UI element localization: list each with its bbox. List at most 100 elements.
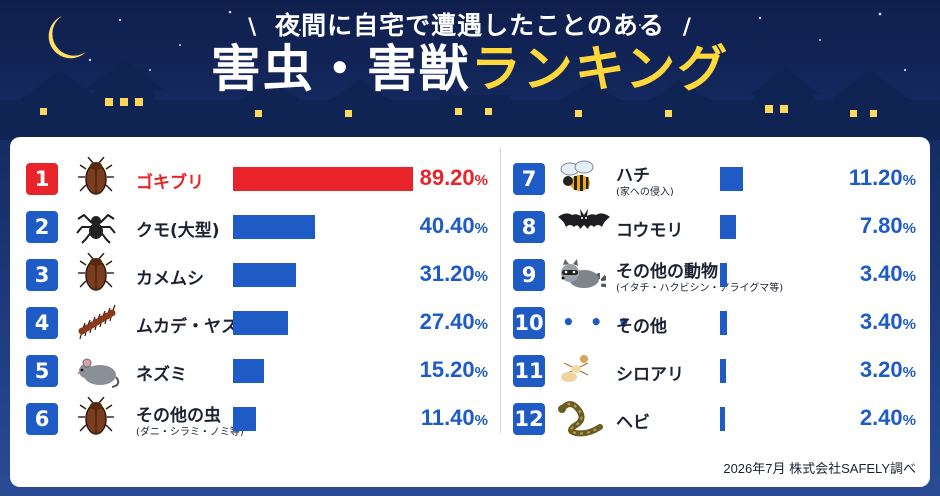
ranking-percent: 89.20% [398, 165, 488, 191]
ranking-bar [233, 407, 256, 431]
mouse-icon [76, 349, 122, 393]
percent-value: 7.80 [859, 213, 903, 238]
spider-icon [76, 205, 116, 249]
percent-value: 11.20 [848, 165, 903, 190]
percent-unit: % [474, 412, 488, 429]
ranking-sublabel: (ダニ・シラミ・ノミ等) [136, 427, 244, 438]
ranking-bar [720, 311, 727, 335]
ranking-bar [720, 215, 736, 239]
ranking-bar [720, 407, 725, 431]
ranking-percent: 11.40% [398, 405, 488, 431]
rank-badge: 6 [26, 403, 58, 435]
ranking-percent: 40.40% [398, 213, 488, 239]
rank-badge: 7 [513, 163, 545, 195]
percent-value: 89.20 [419, 165, 475, 190]
ranking-label: その他 [616, 317, 667, 337]
percent-value: 27.40 [419, 309, 475, 334]
rank-badge: 1 [26, 163, 58, 195]
subtitle: \ 夜間に自宅で遭遇したことのある / [0, 6, 940, 42]
bug-icon [76, 396, 116, 441]
ranking-bar [720, 167, 743, 191]
rank-badge: 11 [513, 355, 545, 387]
ranking-percent: 11.20% [826, 165, 916, 191]
percent-value: 31.20 [419, 261, 475, 286]
ranking-bar [233, 311, 289, 335]
rank-badge: 9 [513, 259, 545, 291]
rank-badge: 3 [26, 259, 58, 291]
termite-icon [556, 349, 596, 393]
ranking-percent: 27.40% [398, 309, 488, 335]
rank-badge: 2 [26, 211, 58, 243]
title-yellow: ランキング [470, 40, 730, 98]
slash-right: / [682, 15, 692, 40]
ranking-label: ハチ [616, 166, 650, 186]
rank-badge: 10 [513, 307, 545, 339]
rank-badge: 12 [513, 403, 545, 435]
percent-value: 40.40 [419, 213, 475, 238]
percent-unit: % [902, 412, 916, 429]
ranking-label: その他の虫 [136, 406, 221, 426]
ranking-label: ヘビ [616, 413, 650, 433]
stink-bug-icon [76, 252, 116, 297]
percent-value: 3.20 [859, 357, 903, 382]
percent-unit: % [474, 316, 488, 333]
percent-unit: % [474, 172, 488, 189]
percent-value: 11.40 [420, 405, 475, 430]
ranking-percent: 3.20% [826, 357, 916, 383]
ranking-percent: 7.80% [826, 213, 916, 239]
rank-badge: 5 [26, 355, 58, 387]
percent-unit: % [474, 220, 488, 237]
ranking-label: クモ(大型) [136, 221, 220, 241]
dots-icon: • • • [562, 310, 635, 334]
ranking-sublabel: (イタチ・ハクビシン・アライグマ等) [616, 283, 784, 294]
bat-icon [556, 205, 612, 243]
title-white: 害虫・害獣 [210, 40, 471, 98]
ranking-percent: 3.40% [826, 309, 916, 335]
bee-icon [556, 157, 600, 201]
ranking-label: ムカデ・ヤスデ [136, 317, 255, 337]
night-scene-background [0, 10, 940, 140]
ranking-label: コウモリ [616, 221, 684, 241]
ranking-label: その他の動物 [616, 262, 718, 282]
ranking-bar [233, 215, 315, 239]
percent-unit: % [902, 220, 916, 237]
ranking-label: ネズミ [136, 365, 187, 385]
percent-unit: % [902, 268, 916, 285]
subtitle-text: 夜間に自宅で遭遇したことのある [275, 11, 665, 40]
percent-value: 15.20 [419, 357, 475, 382]
column-divider [500, 148, 501, 433]
ranking-label: カメムシ [136, 269, 204, 289]
percent-unit: % [902, 316, 916, 333]
moon-icon [48, 16, 86, 59]
percent-unit: % [902, 172, 916, 189]
rank-badge: 8 [513, 211, 545, 243]
percent-unit: % [474, 268, 488, 285]
page-title: 害虫・害獣ランキング [0, 44, 940, 94]
raccoon-icon [556, 253, 608, 297]
ranking-panel [10, 137, 930, 487]
ranking-percent: 31.20% [398, 261, 488, 287]
ranking-percent: 3.40% [826, 261, 916, 287]
centipede-icon [76, 301, 120, 345]
ranking-sublabel: (家への侵入) [616, 187, 674, 198]
percent-unit: % [902, 364, 916, 381]
ranking-percent: 2.40% [826, 405, 916, 431]
cockroach-icon [76, 156, 116, 201]
ranking-bar [233, 167, 413, 191]
snake-icon [556, 397, 604, 441]
ranking-label: シロアリ [616, 365, 684, 385]
ranking-bar [233, 263, 296, 287]
percent-value: 3.40 [859, 261, 903, 286]
ranking-bar [233, 359, 264, 383]
ranking-label: ゴキブリ [136, 173, 204, 193]
slash-left: \ [248, 15, 258, 40]
percent-unit: % [474, 364, 488, 381]
ranking-percent: 15.20% [398, 357, 488, 383]
source-credit: 2026年7月 株式会社SAFELY調べ [723, 461, 916, 476]
ranking-bar [720, 263, 727, 287]
percent-value: 2.40 [859, 405, 903, 430]
percent-value: 3.40 [859, 309, 903, 334]
ranking-bar [720, 359, 727, 383]
rank-badge: 4 [26, 307, 58, 339]
